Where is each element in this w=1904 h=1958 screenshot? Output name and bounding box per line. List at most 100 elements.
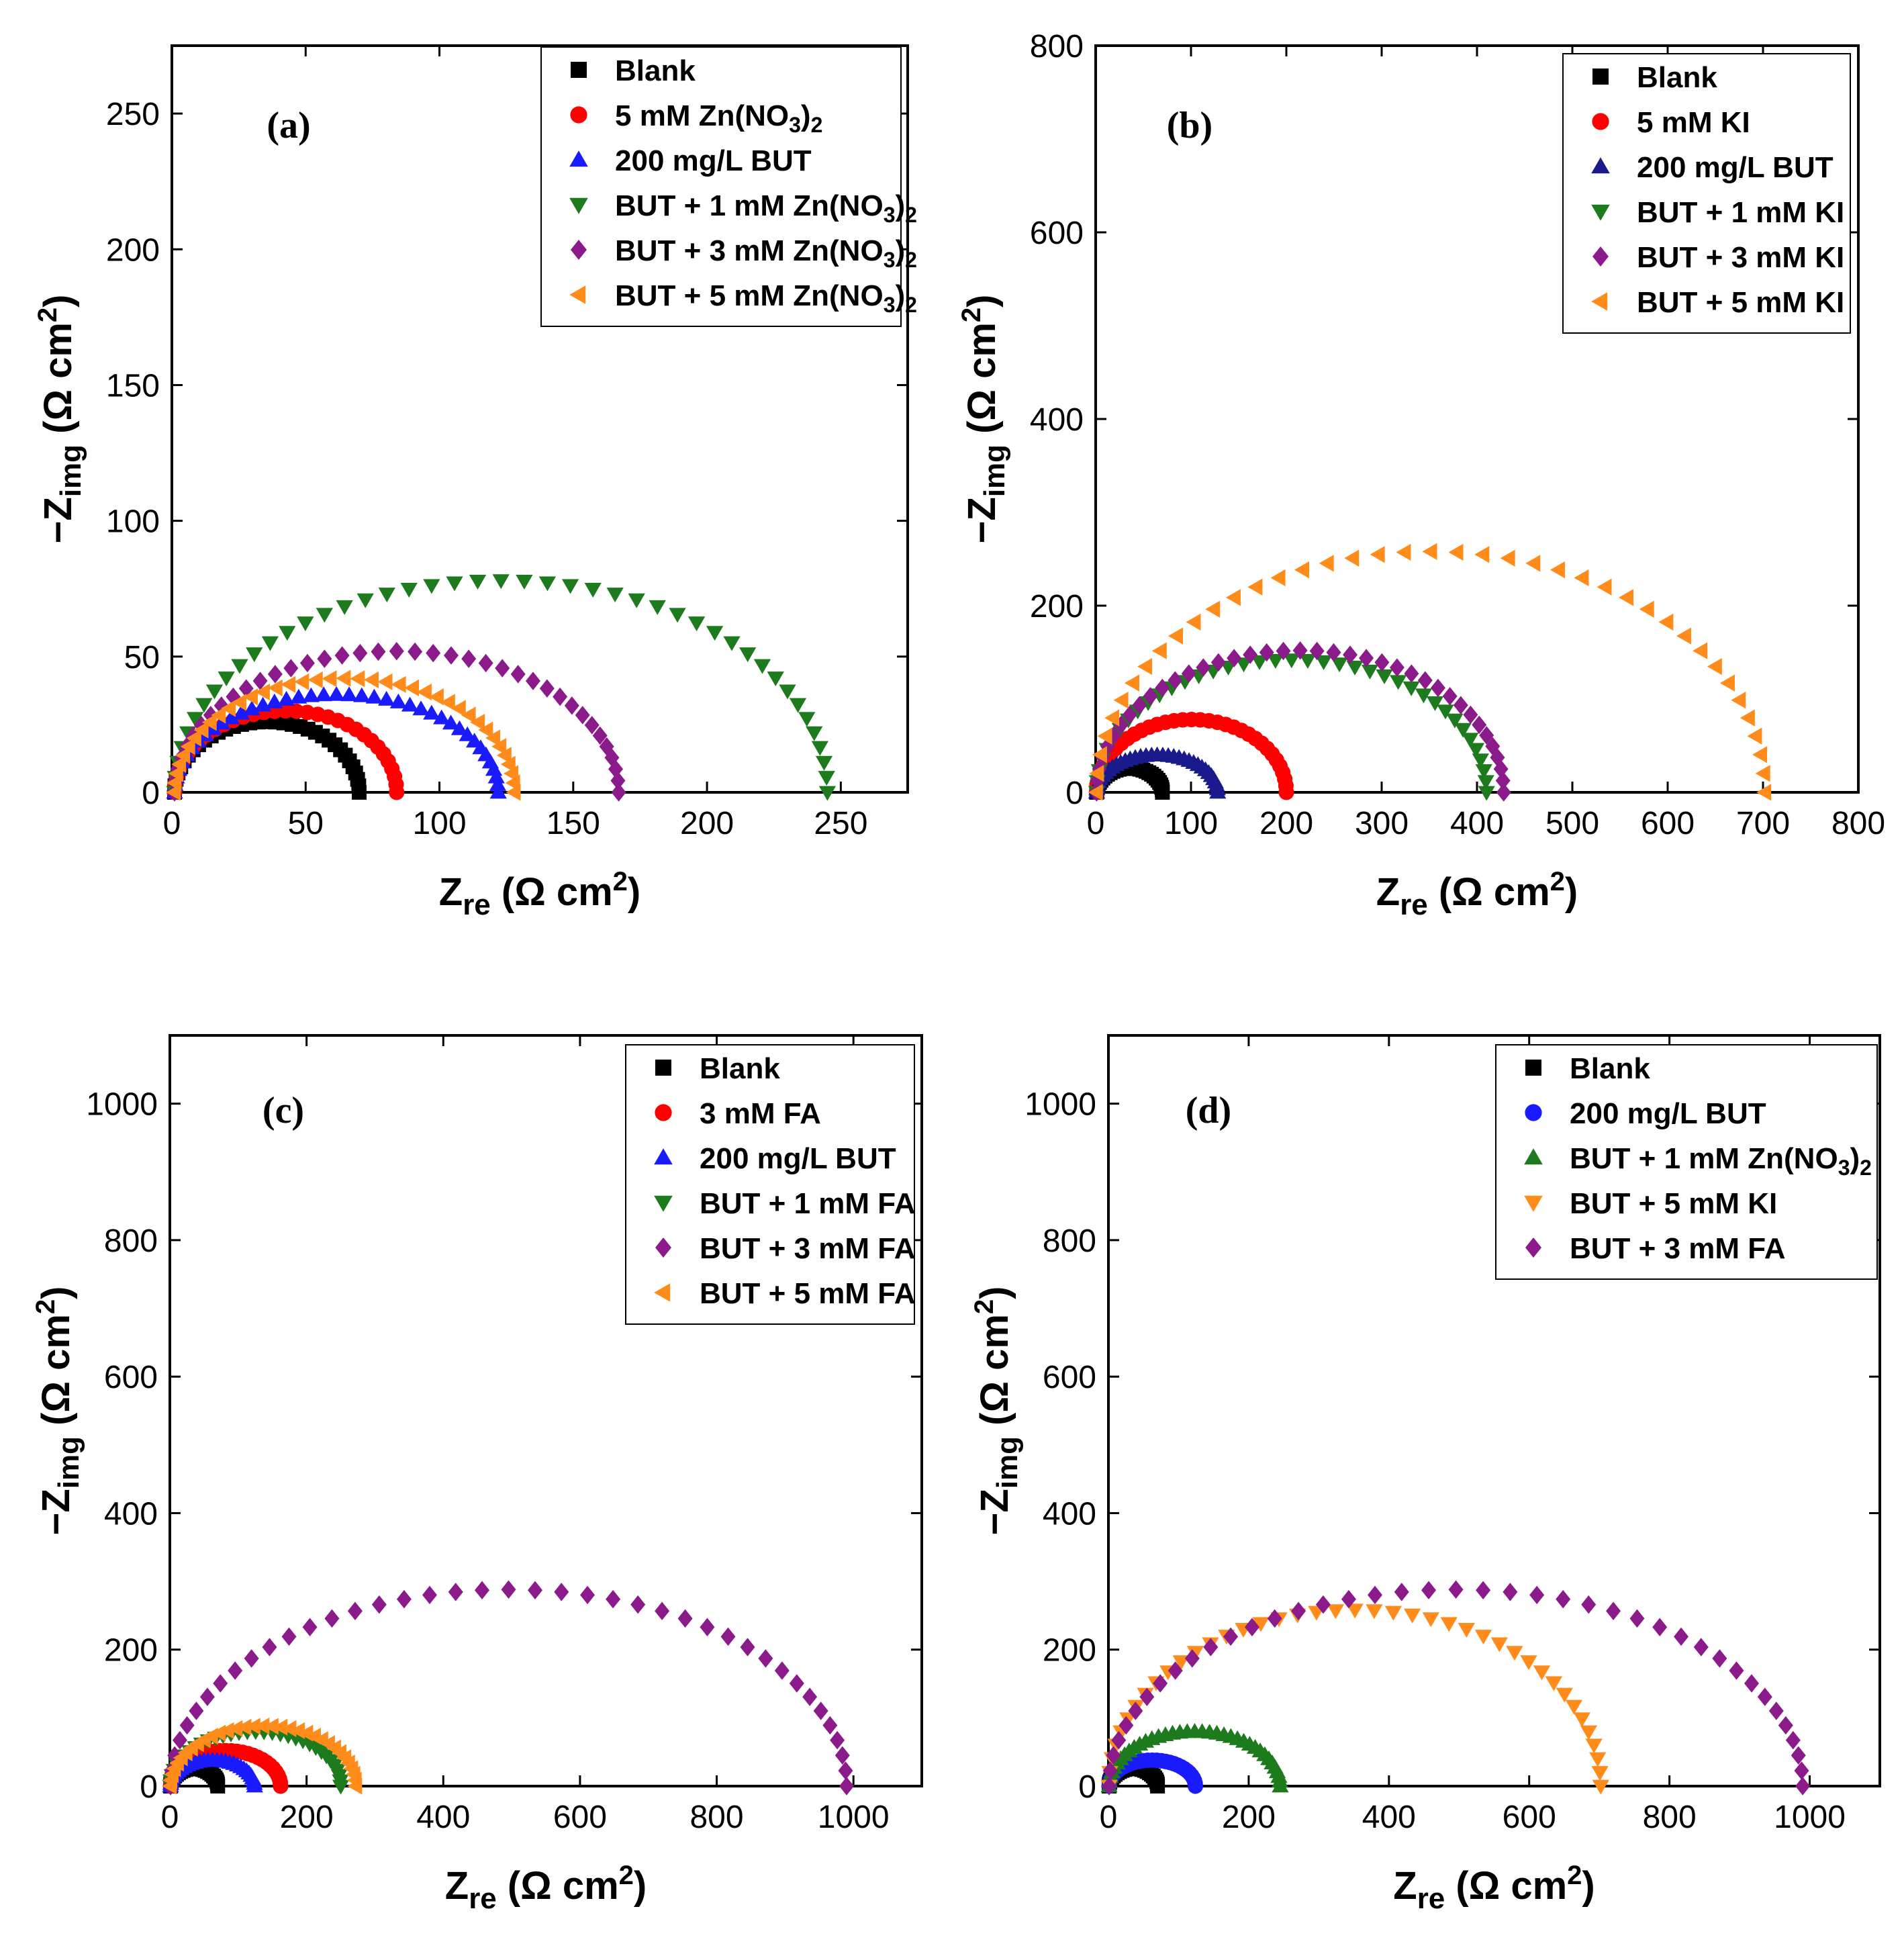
legend-entry: BUT + 3 mM FA: [1570, 1232, 1786, 1265]
data-point: [1785, 1730, 1801, 1750]
legend-box: [625, 1044, 915, 1325]
data-point: [1346, 660, 1364, 675]
data-point: [1128, 1701, 1143, 1720]
data-point: [299, 653, 315, 673]
data-point: [1118, 1716, 1134, 1735]
data-point: [416, 683, 432, 701]
data-point: [1574, 569, 1589, 587]
data-point: [252, 671, 268, 690]
data-point: [352, 643, 368, 663]
data-point: [1168, 627, 1184, 645]
x-tick-label: 200: [680, 806, 734, 841]
data-point: [669, 608, 686, 623]
data-point: [1374, 653, 1390, 672]
data-point: [706, 626, 724, 641]
data-point: [356, 593, 374, 608]
data-point: [492, 574, 510, 590]
data-point: [211, 1724, 226, 1742]
data-point: [332, 1779, 350, 1795]
data-point: [186, 712, 204, 727]
x-tick-label: 100: [1164, 806, 1218, 841]
data-point: [485, 729, 500, 747]
x-tick-label: 500: [1545, 806, 1599, 841]
data-point: [1309, 641, 1325, 661]
data-point: [168, 765, 183, 782]
data-point: [377, 673, 393, 691]
y-tick-label: 100: [106, 504, 160, 540]
legend-entry: Blank: [1570, 1052, 1650, 1085]
data-point: [478, 653, 493, 673]
data-point: [1125, 674, 1140, 692]
data-point: [561, 579, 579, 594]
data-point: [263, 1718, 279, 1735]
data-point: [389, 784, 405, 800]
data-point: [1223, 1627, 1239, 1646]
data-point: [739, 647, 757, 663]
data-point: [1315, 655, 1333, 670]
legend-entry: BUT + 1 mM FA: [700, 1187, 916, 1220]
data-point: [186, 729, 201, 747]
legend-entry: BUT + 1 mM Zn(NO3)2: [615, 189, 917, 227]
data-point: [1573, 1712, 1591, 1728]
legend: Blank 200 mg/L BUT BUT + 1 mM Zn(NO3)2 BUT …: [1495, 1044, 1878, 1280]
data-point: [1421, 1581, 1437, 1599]
data-point: [1153, 1674, 1168, 1693]
x-tick-label: 300: [1355, 806, 1409, 841]
data-point: [1346, 1603, 1364, 1619]
data-point: [758, 1649, 773, 1668]
legend-marker: [571, 62, 587, 78]
x-tick-label: 200: [1222, 1800, 1276, 1835]
data-point: [1426, 696, 1444, 711]
legend-marker: [570, 106, 587, 124]
legend-entry: BUT + 1 mM Zn(NO3)2: [1570, 1142, 1872, 1180]
data-point: [267, 665, 283, 684]
data-point: [273, 1778, 289, 1794]
data-point: [171, 755, 187, 773]
data-point: [1674, 1627, 1689, 1646]
y-tick-label: 250: [106, 97, 160, 132]
y-tick-label: 50: [124, 640, 160, 675]
data-point: [835, 1746, 850, 1765]
data-point: [378, 588, 395, 603]
data-point: [839, 1777, 854, 1796]
data-point: [1294, 561, 1310, 579]
x-tick-label: 1000: [1774, 1800, 1846, 1835]
legend-entry: Blank: [700, 1052, 780, 1085]
x-tick-label: 50: [288, 806, 324, 841]
x-tick-label: 400: [416, 1800, 470, 1835]
data-point: [334, 646, 350, 665]
data-point: [408, 642, 423, 661]
data-point: [1430, 678, 1445, 698]
data-point: [400, 583, 418, 598]
data-point: [1270, 569, 1286, 587]
data-point: [317, 649, 332, 668]
data-point: [1437, 704, 1454, 720]
data-point: [1757, 1687, 1772, 1706]
data-point: [1556, 1687, 1573, 1703]
data-point: [461, 706, 476, 724]
data-point: [389, 641, 404, 661]
data-point: [1442, 687, 1458, 706]
data-point: [1525, 555, 1541, 572]
legend-entry: BUT + 3 mM Zn(NO3)2: [615, 234, 917, 272]
data-point: [1795, 1777, 1811, 1796]
data-point: [1731, 692, 1746, 709]
data-point: [1102, 1777, 1117, 1796]
data-point: [1529, 1585, 1545, 1605]
data-point: [1092, 746, 1107, 763]
data-point: [774, 1661, 790, 1680]
legend-marker: [1592, 246, 1609, 267]
legend-marker: [654, 1148, 673, 1165]
data-point: [1205, 600, 1221, 618]
data-point: [700, 1618, 715, 1636]
x-tick-label: 600: [1641, 806, 1695, 841]
data-point: [1331, 657, 1348, 673]
series-4: [166, 574, 837, 801]
data-point: [1448, 543, 1464, 561]
data-point: [211, 706, 226, 724]
data-point: [610, 771, 626, 790]
panel-label: (a): [267, 105, 310, 146]
legend-marker: [569, 285, 586, 304]
data-point: [322, 670, 337, 688]
data-point: [1267, 1609, 1282, 1628]
